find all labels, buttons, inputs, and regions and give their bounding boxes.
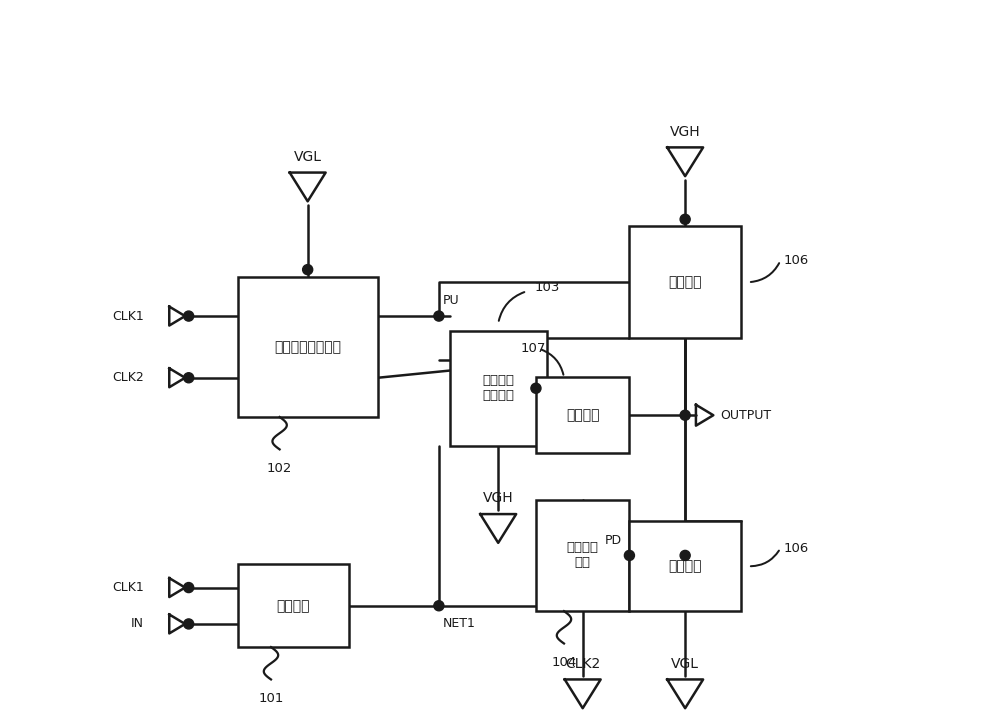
- Text: PD: PD: [605, 533, 622, 546]
- Circle shape: [434, 311, 444, 321]
- Text: CLK1: CLK1: [112, 581, 144, 594]
- Text: 106: 106: [784, 541, 809, 555]
- Circle shape: [434, 600, 444, 611]
- Text: VGH: VGH: [483, 492, 514, 505]
- Circle shape: [680, 551, 690, 561]
- Text: 101: 101: [258, 692, 284, 705]
- Circle shape: [184, 582, 194, 592]
- Circle shape: [184, 619, 194, 629]
- Text: IN: IN: [131, 618, 144, 631]
- Text: CLK1: CLK1: [112, 310, 144, 323]
- Text: VGL: VGL: [294, 150, 322, 164]
- Text: 下拉模块: 下拉模块: [668, 559, 702, 573]
- FancyBboxPatch shape: [536, 377, 629, 453]
- Text: 103: 103: [534, 281, 560, 294]
- Text: PU: PU: [442, 295, 459, 308]
- Text: 104: 104: [551, 656, 577, 669]
- Text: 输入模块: 输入模块: [277, 599, 310, 613]
- Text: OUTPUT: OUTPUT: [721, 408, 772, 422]
- Circle shape: [624, 551, 634, 561]
- Text: CLK2: CLK2: [565, 657, 600, 671]
- Text: 储能模块: 储能模块: [566, 408, 599, 422]
- Text: 第一上拉控制模块: 第一上拉控制模块: [274, 340, 341, 354]
- FancyBboxPatch shape: [536, 500, 629, 611]
- Text: CLK2: CLK2: [112, 371, 144, 384]
- FancyBboxPatch shape: [238, 277, 378, 417]
- Circle shape: [680, 214, 690, 224]
- Circle shape: [680, 410, 690, 420]
- FancyBboxPatch shape: [629, 226, 741, 338]
- FancyBboxPatch shape: [450, 331, 547, 446]
- Text: VGL: VGL: [671, 657, 699, 671]
- Text: 下拉控制
模块: 下拉控制 模块: [567, 541, 599, 569]
- Text: 107: 107: [521, 342, 546, 355]
- Text: 上拉模块: 上拉模块: [668, 275, 702, 289]
- FancyBboxPatch shape: [238, 564, 349, 647]
- FancyBboxPatch shape: [629, 521, 741, 611]
- Circle shape: [531, 383, 541, 393]
- Text: 102: 102: [267, 462, 292, 475]
- Circle shape: [184, 372, 194, 383]
- Text: VGH: VGH: [670, 125, 700, 139]
- Circle shape: [303, 265, 313, 275]
- Text: NET1: NET1: [442, 616, 475, 630]
- Text: 第二上拉
控制模块: 第二上拉 控制模块: [482, 375, 514, 402]
- Circle shape: [184, 311, 194, 321]
- Text: 106: 106: [784, 254, 809, 267]
